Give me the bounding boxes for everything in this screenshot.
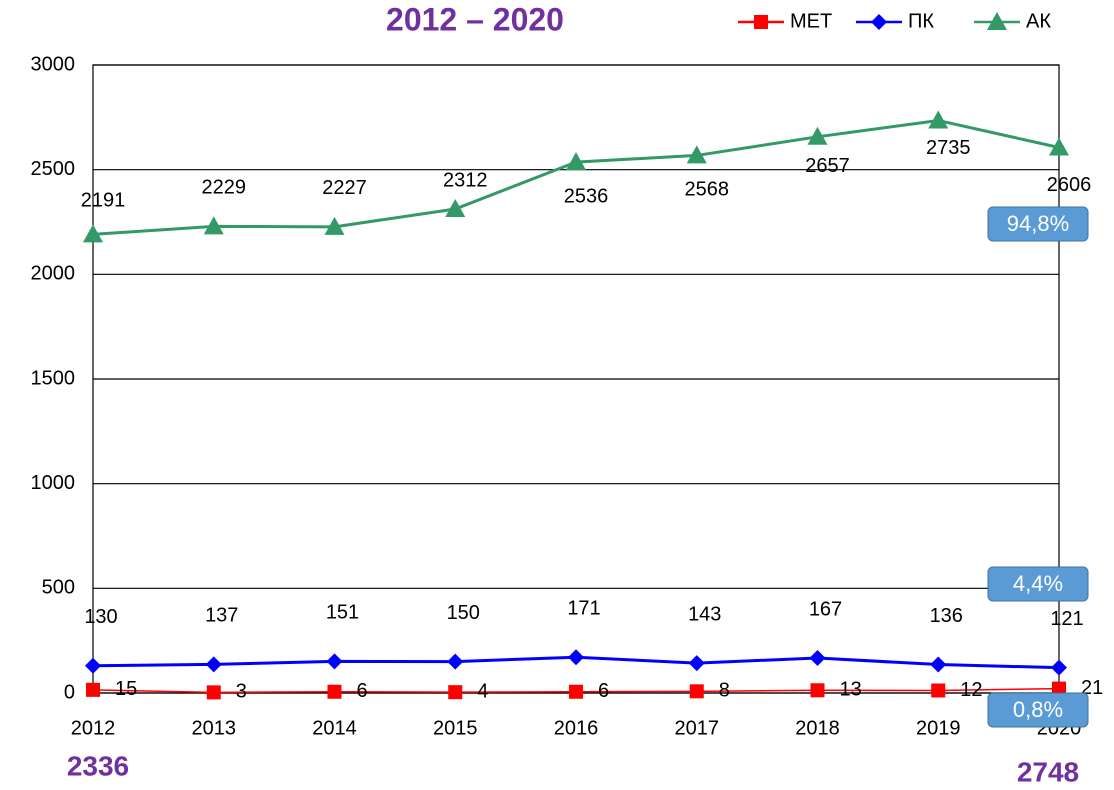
marker <box>569 684 583 699</box>
marker <box>448 685 463 700</box>
marker <box>754 15 768 29</box>
data-label: 2191 <box>81 190 126 212</box>
data-label: 8 <box>719 680 730 702</box>
data-label: 2606 <box>1047 174 1092 196</box>
y-tick-label: 2000 <box>31 263 76 285</box>
callout-box <box>987 206 1089 242</box>
data-label: 2735 <box>926 137 971 159</box>
y-tick-label: 3000 <box>31 53 76 75</box>
callout-text: 4,4% <box>1013 571 1063 596</box>
data-label: 136 <box>930 605 963 627</box>
data-label: 2568 <box>685 179 730 201</box>
marker <box>86 682 100 697</box>
legend-label: ПК <box>908 10 934 32</box>
data-label: 2536 <box>564 185 609 207</box>
data-label: 12 <box>960 679 982 701</box>
marker <box>568 649 584 666</box>
marker <box>871 14 887 30</box>
x-tick-label: 2015 <box>433 717 478 739</box>
marker <box>447 653 464 670</box>
marker <box>205 656 222 673</box>
marker <box>327 684 342 699</box>
marker <box>1052 681 1066 696</box>
data-label: 13 <box>840 679 862 701</box>
y-tick-label: 1500 <box>31 367 76 389</box>
marker <box>206 685 221 700</box>
marker <box>686 145 707 164</box>
callout-text: 0,8% <box>1013 697 1063 722</box>
data-label: 21 <box>1081 677 1103 699</box>
marker <box>810 683 825 698</box>
data-label: 130 <box>84 606 117 628</box>
marker <box>688 655 705 672</box>
data-label: 121 <box>1050 608 1083 630</box>
x-tick-label: 2013 <box>192 717 237 739</box>
total-end: 2748 <box>1017 756 1079 787</box>
y-tick-label: 1000 <box>31 472 76 494</box>
data-label: 3 <box>236 681 247 703</box>
marker <box>566 152 586 171</box>
marker <box>324 216 345 235</box>
legend-label: АК <box>1026 10 1051 32</box>
callout-box <box>987 566 1089 602</box>
marker <box>445 199 466 218</box>
marker <box>326 653 343 670</box>
x-tick-label: 2016 <box>554 717 599 739</box>
marker <box>1051 659 1067 676</box>
data-label: 6 <box>357 680 368 702</box>
y-tick-label: 2500 <box>31 158 76 180</box>
marker <box>689 684 704 699</box>
marker <box>931 683 946 698</box>
marker <box>203 216 224 235</box>
y-tick-label: 500 <box>42 577 75 599</box>
callout-text: 94,8% <box>1007 211 1069 236</box>
x-tick-label: 2019 <box>916 717 961 739</box>
marker <box>83 224 103 243</box>
data-label: 150 <box>447 602 480 624</box>
legend-label: МЕТ <box>790 10 832 32</box>
marker <box>930 656 947 673</box>
data-label: 2657 <box>805 155 850 177</box>
marker <box>1049 137 1069 156</box>
marker <box>85 657 101 674</box>
data-label: 137 <box>205 605 238 627</box>
x-tick-label: 2012 <box>71 717 116 739</box>
marker <box>928 110 949 129</box>
data-label: 143 <box>688 603 721 625</box>
marker <box>807 126 828 145</box>
data-label: 6 <box>598 680 609 702</box>
data-label: 2227 <box>322 177 367 199</box>
y-tick-label: 0 <box>64 681 75 703</box>
chart-title: 2012 – 2020 <box>386 1 564 37</box>
x-tick-label: 2014 <box>312 717 357 739</box>
data-label: 171 <box>567 597 600 619</box>
data-label: 151 <box>326 602 359 624</box>
data-label: 2229 <box>202 177 247 199</box>
data-label: 4 <box>477 680 488 702</box>
total-start: 2336 <box>67 750 129 781</box>
data-label: 167 <box>809 598 842 620</box>
x-tick-label: 2018 <box>795 717 840 739</box>
data-label: 2312 <box>443 169 488 191</box>
x-tick-label: 2017 <box>675 717 720 739</box>
callout-box <box>987 692 1089 728</box>
data-label: 15 <box>115 678 137 700</box>
marker <box>987 12 1007 30</box>
marker <box>809 650 826 667</box>
